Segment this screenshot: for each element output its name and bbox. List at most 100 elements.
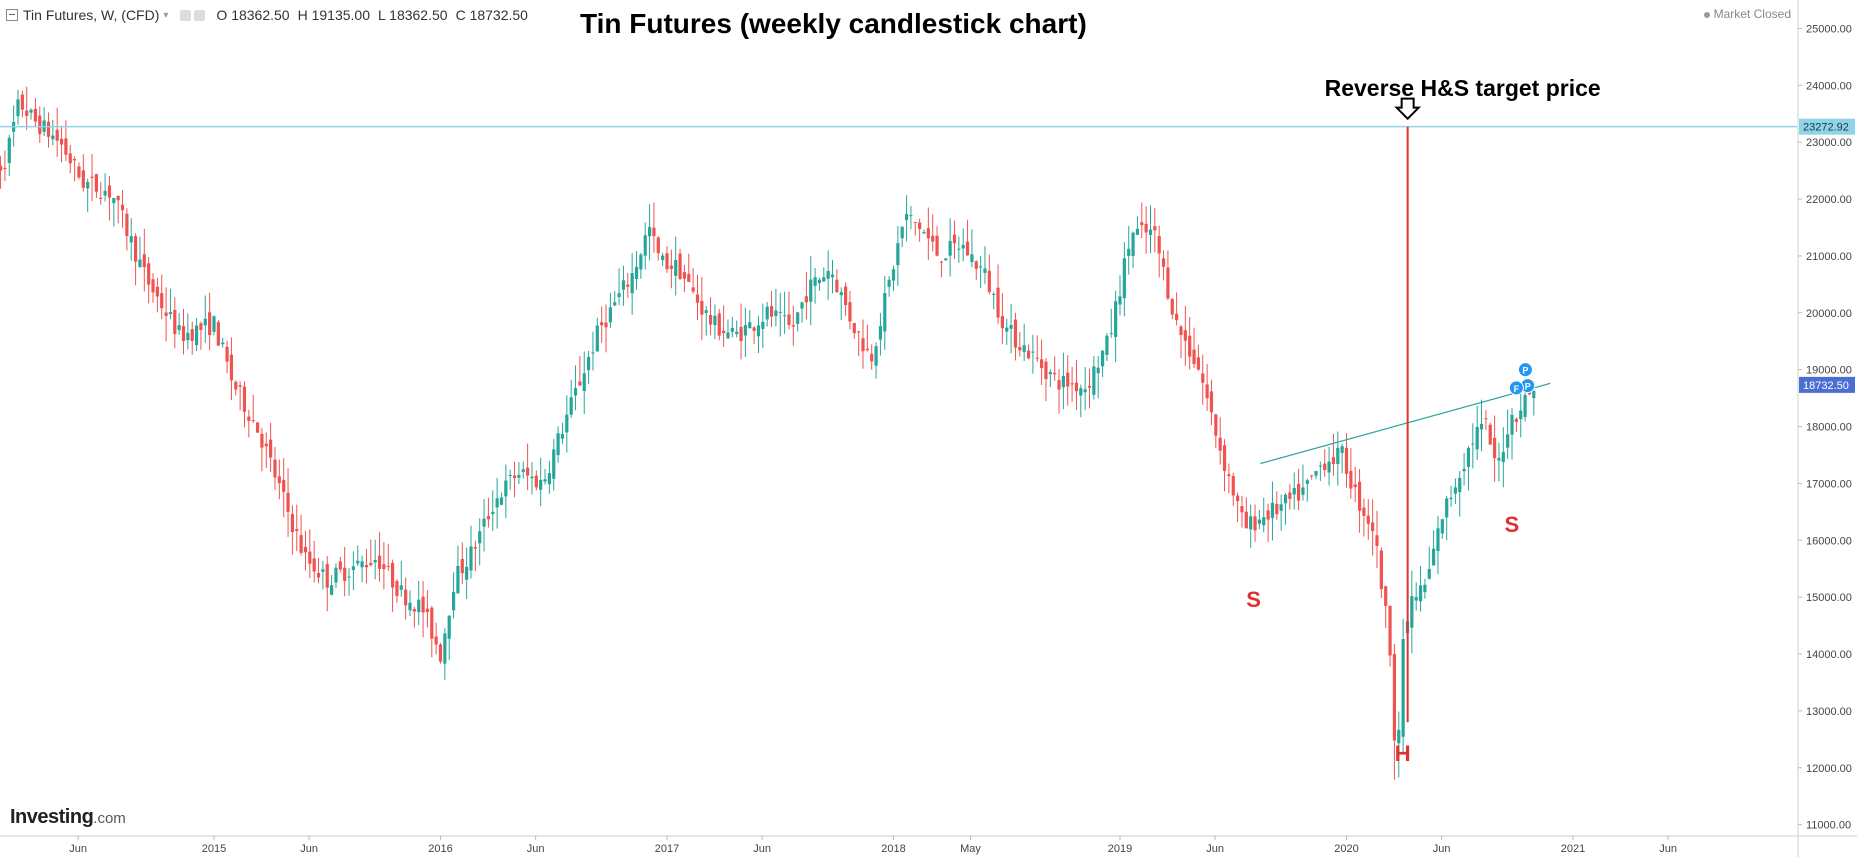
candle-body xyxy=(208,312,212,336)
candle-body xyxy=(922,232,926,234)
candle-body xyxy=(1466,448,1471,467)
candle-body xyxy=(883,293,887,332)
candle-body xyxy=(861,338,865,352)
candle-body xyxy=(81,170,85,188)
candle-body xyxy=(865,348,869,351)
candle-body xyxy=(948,240,952,256)
candle-body xyxy=(77,166,81,178)
candle-body xyxy=(626,284,630,287)
candle-body xyxy=(957,248,961,250)
candle-body xyxy=(412,609,416,612)
candle-body xyxy=(556,433,560,456)
candle-body xyxy=(120,204,125,211)
candle-body xyxy=(186,332,190,341)
candle-body xyxy=(1253,516,1257,531)
candle-body xyxy=(730,327,734,332)
candle-body xyxy=(974,261,978,269)
candle-body xyxy=(704,310,708,313)
candle-body xyxy=(1336,447,1340,465)
candle-body xyxy=(20,94,24,110)
candle-body xyxy=(425,608,430,613)
candle-body xyxy=(1096,367,1100,374)
candle-body xyxy=(1357,481,1362,511)
x-tick-label: 2019 xyxy=(1108,843,1132,855)
candle-body xyxy=(586,356,591,371)
candle-body xyxy=(1175,313,1179,321)
collapse-icon[interactable] xyxy=(6,9,18,21)
y-tick-label: 17000.00 xyxy=(1806,478,1852,490)
candle-body xyxy=(334,567,338,583)
y-tick-label: 11000.00 xyxy=(1806,820,1851,832)
candle-body xyxy=(1458,478,1462,493)
candle-body xyxy=(926,228,930,239)
candle-body xyxy=(1161,258,1166,267)
chart-overlays: 23272.92 18732.50 Reverse H&S target price… xyxy=(0,75,1855,766)
candle-body xyxy=(1414,597,1418,601)
candle-body xyxy=(1283,494,1288,504)
candle-body xyxy=(465,566,469,580)
candle-body xyxy=(1275,504,1279,515)
candle-body xyxy=(290,513,295,533)
candle-body xyxy=(569,397,573,415)
candle-body xyxy=(817,279,822,284)
down-arrow-icon xyxy=(1394,97,1422,121)
candle-body xyxy=(530,476,534,479)
x-tick-label: Jun xyxy=(527,843,545,855)
candle-body xyxy=(1501,452,1505,463)
candle-body xyxy=(848,302,852,322)
x-tick-label: 2021 xyxy=(1561,843,1585,855)
candle-body xyxy=(356,560,360,564)
candle-body xyxy=(1331,457,1336,464)
market-status: Market Closed xyxy=(1703,7,1791,21)
candle-body xyxy=(138,259,142,267)
candle-body xyxy=(1092,366,1096,395)
candle-body xyxy=(621,280,626,290)
x-tick-label: 2017 xyxy=(655,843,679,855)
candle-body xyxy=(216,322,220,346)
target-annotation-label: Reverse H&S target price xyxy=(1325,75,1601,101)
candle-body xyxy=(1353,484,1357,488)
candle-body xyxy=(691,287,695,292)
candle-body xyxy=(1506,434,1510,448)
candle-body xyxy=(125,213,129,237)
candle-body xyxy=(155,286,159,297)
candle-body xyxy=(700,300,704,315)
candle-body xyxy=(147,263,151,285)
candle-body xyxy=(970,254,974,262)
candle-body xyxy=(543,479,547,482)
candle-body xyxy=(1240,506,1244,513)
candle-body xyxy=(682,272,687,279)
event-marker-label: F xyxy=(1514,384,1520,394)
x-tick-label: Jun xyxy=(1433,843,1451,855)
candle-body xyxy=(987,270,991,292)
candle-body xyxy=(434,636,438,645)
candle-body xyxy=(1127,248,1131,256)
symbol-label[interactable]: Tin Futures, W, (CFD) xyxy=(23,7,160,23)
candle-body xyxy=(1397,729,1401,744)
settings-icon[interactable] xyxy=(180,9,192,21)
candle-body xyxy=(713,315,717,326)
candle-body xyxy=(482,518,486,527)
y-tick-label: 25000.00 xyxy=(1806,23,1852,35)
last-price-tag xyxy=(1799,376,1855,393)
candle-body xyxy=(647,227,652,237)
candle-body xyxy=(896,243,900,266)
candle-body xyxy=(1188,335,1192,357)
candle-body xyxy=(1179,326,1183,336)
candle-body xyxy=(708,315,713,325)
candle-body xyxy=(16,99,20,117)
candle-body xyxy=(486,515,491,520)
candle-body xyxy=(1013,319,1018,348)
candle-body xyxy=(417,599,421,613)
chevron-down-icon[interactable]: ▾ xyxy=(163,9,169,21)
candle-body xyxy=(133,236,138,262)
candle-body xyxy=(251,420,255,422)
candle-body xyxy=(1044,361,1048,380)
candle-body xyxy=(456,565,460,594)
event-marker-icon xyxy=(1517,362,1533,378)
candle-body xyxy=(68,153,72,164)
candle-body xyxy=(765,306,769,320)
candle-body xyxy=(874,346,878,366)
right-shoulder-label: S xyxy=(1505,512,1520,537)
close-icon[interactable] xyxy=(194,9,206,21)
